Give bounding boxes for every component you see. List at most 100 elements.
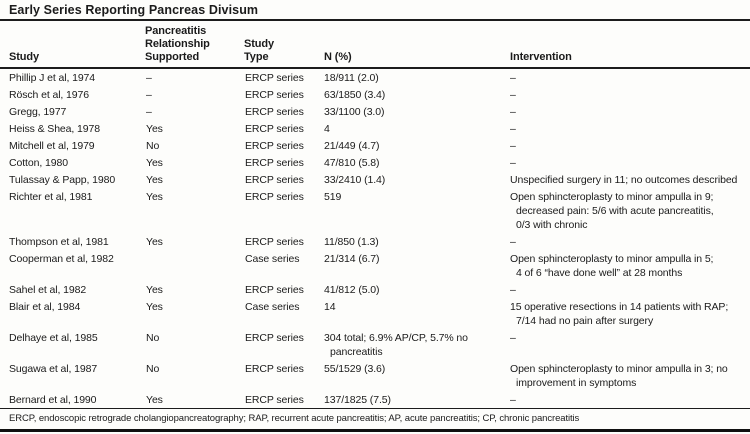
study-cell: Sugawa et al, 1987 <box>9 363 98 375</box>
table-row: Cotton, 1980 Yes ERCP series 47/810 (5.8… <box>0 154 750 171</box>
table-row: Richter et al, 1981 Yes ERCP series 519 … <box>0 188 750 233</box>
study-cell: Phillip J et al, 1974 <box>9 72 96 84</box>
study-cell: Thompson et al, 1981 <box>9 236 109 248</box>
supported-cell: Yes <box>146 191 163 203</box>
table-row: Tulassay & Papp, 1980 Yes ERCP series 33… <box>0 171 750 188</box>
table-row: Bernard et al, 1990 Yes ERCP series 137/… <box>0 391 750 408</box>
study-type-cell: ERCP series <box>245 106 304 118</box>
study-type-cell: ERCP series <box>245 157 304 169</box>
supported-cell: Yes <box>146 174 163 186</box>
intervention-cell: – <box>510 236 516 248</box>
intervention-cell: – <box>510 332 516 344</box>
supported-cell: Yes <box>146 284 163 296</box>
n-percent-cell: 14 <box>324 301 336 313</box>
table-title: Early Series Reporting Pancreas Divisum <box>0 0 750 21</box>
supported-cell: – <box>146 89 152 101</box>
supported-cell <box>145 250 244 281</box>
study-type-cell: ERCP series <box>245 123 304 135</box>
n-percent-cell: 304 total; 6.9% AP/CP, 5.7% no pancreati… <box>324 332 468 358</box>
n-percent-cell: 519 <box>324 191 342 203</box>
header-row: Study Pancreatitis Relationship Supporte… <box>0 21 750 69</box>
abbreviations-footnote: ERCP, endoscopic retrograde cholangiopan… <box>0 408 750 432</box>
supported-cell: – <box>146 72 152 84</box>
intervention-cell: – <box>510 394 516 406</box>
pancreas-divisum-table: Study Pancreatitis Relationship Supporte… <box>0 21 750 408</box>
study-type-cell: ERCP series <box>245 72 304 84</box>
intervention-cell: – <box>510 123 516 135</box>
n-percent-cell: 47/810 (5.8) <box>324 157 380 169</box>
study-type-cell: ERCP series <box>245 284 304 296</box>
table-row: Thompson et al, 1981 Yes ERCP series 11/… <box>0 233 750 250</box>
table-row: Mitchell et al, 1979 No ERCP series 21/4… <box>0 137 750 154</box>
n-percent-cell: 55/1529 (3.6) <box>324 363 386 375</box>
study-cell: Tulassay & Papp, 1980 <box>9 174 116 186</box>
table-header: Study Pancreatitis Relationship Supporte… <box>0 21 750 69</box>
intervention-cell: – <box>510 140 516 152</box>
supported-cell: Yes <box>146 157 163 169</box>
n-percent-cell: 33/2410 (1.4) <box>324 174 386 186</box>
table-row: Blair et al, 1984 Yes Case series 14 15 … <box>0 298 750 329</box>
intervention-cell: – <box>510 89 516 101</box>
study-cell: Mitchell et al, 1979 <box>9 140 95 152</box>
intervention-cell: Open sphincteroplasty to minor ampulla i… <box>510 191 714 231</box>
col-header-study-type: Study Type <box>244 21 324 69</box>
study-cell: Delhaye et al, 1985 <box>9 332 98 344</box>
n-percent-cell: 21/314 (6.7) <box>324 253 380 265</box>
table-row: Sahel et al, 1982 Yes ERCP series 41/812… <box>0 281 750 298</box>
study-type-cell: ERCP series <box>245 89 304 101</box>
table-row: Delhaye et al, 1985 No ERCP series 304 t… <box>0 329 750 360</box>
n-percent-cell: 18/911 (2.0) <box>324 72 379 84</box>
n-percent-cell: 41/812 (5.0) <box>324 284 380 296</box>
study-cell: Gregg, 1977 <box>9 106 67 118</box>
supported-cell: – <box>146 106 152 118</box>
table-row: Heiss & Shea, 1978 Yes ERCP series 4 – <box>0 120 750 137</box>
study-type-cell: ERCP series <box>245 174 304 186</box>
study-type-cell: Case series <box>245 301 300 313</box>
n-percent-cell: 21/449 (4.7) <box>324 140 380 152</box>
study-cell: Rösch et al, 1976 <box>9 89 90 101</box>
study-type-cell: ERCP series <box>245 236 304 248</box>
col-header-supported: Pancreatitis Relationship Supported <box>145 21 244 69</box>
intervention-cell: Open sphincteroplasty to minor ampulla i… <box>510 363 728 389</box>
study-type-cell: ERCP series <box>245 363 304 375</box>
n-percent-cell: 11/850 (1.3) <box>324 236 379 248</box>
study-cell: Richter et al, 1981 <box>9 191 93 203</box>
study-type-cell: ERCP series <box>245 140 304 152</box>
supported-cell: Yes <box>146 236 163 248</box>
supported-cell: Yes <box>146 301 163 313</box>
n-percent-cell: 63/1850 (3.4) <box>324 89 386 101</box>
table-row: Cooperman et al, 1982 Case series 21/314… <box>0 250 750 281</box>
table-row: Phillip J et al, 1974 – ERCP series 18/9… <box>0 68 750 86</box>
col-header-study: Study <box>0 21 145 69</box>
intervention-cell: – <box>510 72 516 84</box>
col-header-intervention: Intervention <box>510 21 750 69</box>
study-cell: Heiss & Shea, 1978 <box>9 123 101 135</box>
intervention-cell: – <box>510 106 516 118</box>
table-row: Sugawa et al, 1987 No ERCP series 55/152… <box>0 360 750 391</box>
study-cell: Cotton, 1980 <box>9 157 68 169</box>
study-cell: Sahel et al, 1982 <box>9 284 87 296</box>
n-percent-cell: 4 <box>324 123 330 135</box>
study-cell: Blair et al, 1984 <box>9 301 81 313</box>
col-header-n-percent: N (%) <box>324 21 510 69</box>
n-percent-cell: 33/1100 (3.0) <box>324 106 385 118</box>
intervention-cell: 15 operative resections in 14 patients w… <box>510 301 729 327</box>
n-percent-cell: 137/1825 (7.5) <box>324 394 391 406</box>
intervention-cell: – <box>510 157 516 169</box>
intervention-cell: – <box>510 284 516 296</box>
study-type-cell: Case series <box>245 253 300 265</box>
study-type-cell: ERCP series <box>245 191 304 203</box>
supported-cell: No <box>146 363 160 375</box>
study-type-cell: ERCP series <box>245 394 304 406</box>
intervention-cell: Unspecified surgery in 11; no outcomes d… <box>510 174 738 186</box>
table-row: Rösch et al, 1976 – ERCP series 63/1850 … <box>0 86 750 103</box>
intervention-cell: Open sphincteroplasty to minor ampulla i… <box>510 253 714 279</box>
study-cell: Cooperman et al, 1982 <box>9 253 114 265</box>
supported-cell: Yes <box>146 123 163 135</box>
supported-cell: Yes <box>146 394 163 406</box>
study-type-cell: ERCP series <box>245 332 304 344</box>
supported-cell: No <box>146 140 160 152</box>
study-cell: Bernard et al, 1990 <box>9 394 97 406</box>
table-body: Phillip J et al, 1974 – ERCP series 18/9… <box>0 68 750 408</box>
